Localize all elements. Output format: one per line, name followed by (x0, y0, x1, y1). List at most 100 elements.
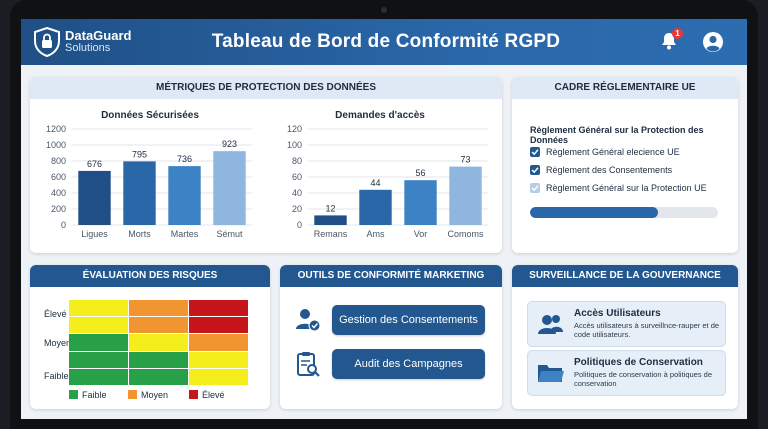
camera-dot (381, 7, 387, 13)
brand-subtitle: Solutions (65, 42, 111, 54)
bar-value-label: 73 (460, 155, 470, 165)
governance-card-title: SURVEILLANCE DE LA GOUVERNANCE (512, 265, 738, 287)
bar-value-label: 736 (177, 154, 192, 164)
legend-swatch (69, 390, 78, 400)
retention-policy-panel[interactable]: Politiques de Conservation Politiques de… (527, 350, 726, 396)
compliance-progress-bar (530, 207, 718, 218)
regulation-item-label: Règlement des Consentements (546, 165, 673, 175)
risk-cell (129, 317, 188, 334)
bar (449, 166, 482, 225)
governance-card: SURVEILLANCE DE LA GOUVERNANCE Accès Uti… (512, 265, 738, 409)
risk-cell (69, 351, 128, 368)
y-tick-label: 600 (51, 172, 66, 182)
progress-fill (530, 207, 658, 218)
risk-cell (129, 334, 188, 351)
risk-card-title: ÉVALUATION DES RISQUES (30, 265, 270, 287)
legend-swatch (189, 390, 198, 400)
x-tick-label: Comoms (447, 229, 484, 239)
x-tick-label: Vor (414, 229, 428, 239)
folder-icon (538, 365, 564, 382)
legend-label: Moyen (141, 390, 169, 400)
regulation-item-label: Règlement Général elecience UE (546, 147, 680, 157)
user-check-icon (296, 309, 321, 332)
regulation-heading: Règlement Général sur la Protection des … (530, 125, 704, 145)
y-tick-label: 0 (297, 220, 302, 230)
legend-swatch (128, 390, 137, 400)
risk-cell (69, 334, 128, 351)
bar (78, 170, 111, 225)
checkbox-icon[interactable] (530, 146, 540, 157)
y-tick-label: 0 (61, 220, 66, 230)
legend-label: Faible (82, 390, 107, 400)
campaign-audit-button[interactable]: Audit des Campagnes (332, 349, 485, 379)
y-tick-label: 80 (292, 156, 302, 166)
page-title: Tableau de Bord de Conformité RGPD (211, 31, 561, 52)
checkbox-icon[interactable] (530, 164, 540, 175)
risk-cell (189, 317, 248, 334)
users-icon (538, 315, 563, 334)
regulatory-card-title: CADRE RÉGLEMENTAIRE UE (512, 77, 738, 99)
x-tick-label: Remans (314, 229, 348, 239)
checkbox-icon[interactable] (530, 182, 540, 193)
brand-name: DataGuard (65, 28, 132, 43)
notification-badge: 1 (672, 28, 683, 39)
bar-value-label: 44 (370, 178, 380, 188)
bar-value-label: 795 (132, 149, 147, 159)
risk-matrix (69, 300, 249, 386)
chart-title-access-requests: Demandes d'accès (335, 110, 425, 121)
y-tick-label: 1200 (46, 124, 66, 134)
legend-item-medium: Moyen (128, 390, 168, 400)
risk-cell (69, 300, 128, 317)
secured-data-chart: 0 200 400 600 800 1000 1200 676 Ligues 795 Morts 73… (46, 124, 252, 239)
consent-management-button[interactable]: Gestion des Consentements (332, 305, 485, 335)
marketing-card-title: OUTILS DE CONFORMITÉ MARKETING (280, 265, 502, 287)
chart-title-secured-data: Données Sécurisées (101, 110, 199, 121)
y-tick-label: 100 (287, 140, 302, 150)
risk-cell (189, 300, 248, 317)
metrics-card: MÉTRIQUES DE PROTECTION DES DONNÉES Donn… (30, 77, 502, 253)
legend-item-low: Faible (69, 390, 107, 400)
user-access-description: Accès utilisateurs à surveillnce-rauper … (574, 321, 720, 339)
user-access-title: Accès Utilisateurs (574, 308, 661, 319)
x-tick-label: Morts (128, 229, 151, 239)
dashboard-screen: DataGuard Solutions Tableau de Bord de C… (21, 19, 747, 419)
user-access-panel[interactable]: Accès Utilisateurs Accès utilisateurs à … (527, 301, 726, 347)
bar-value-label: 12 (325, 203, 335, 213)
risk-cell (189, 351, 248, 368)
access-requests-chart: 0 20 40 60 80 100 120 12 Remans 44 Ams 56 Vor 73 Comom… (287, 124, 488, 239)
y-tick-label: 20 (292, 204, 302, 214)
risk-row-label: Moyen (44, 338, 72, 348)
risk-cell (129, 300, 188, 317)
bar (213, 151, 246, 225)
regulation-item[interactable]: Règlement Général elecience UE (530, 145, 680, 159)
y-tick-label: 120 (287, 124, 302, 134)
x-tick-label: Ams (367, 229, 386, 239)
retention-policy-title: Politiques de Conservation (574, 357, 703, 368)
regulation-item[interactable]: Règlement des Consentements (530, 163, 672, 177)
risk-cell (129, 368, 188, 385)
regulation-item[interactable]: Règlement Général sur la Protection UE (530, 181, 707, 195)
legend-item-high: Élevé (189, 390, 225, 400)
metrics-card-title: MÉTRIQUES DE PROTECTION DES DONNÉES (30, 77, 502, 99)
clipboard-search-icon (297, 352, 320, 377)
legend-label: Élevé (202, 390, 225, 400)
bar (123, 161, 156, 225)
retention-policy-description: Politiques de conservation à politiques … (574, 370, 713, 388)
bar-value-label: 56 (415, 168, 425, 178)
marketing-card: OUTILS DE CONFORMITÉ MARKETING Gestion d… (280, 265, 502, 409)
regulatory-card: CADRE RÉGLEMENTAIRE UE Règlement Général… (512, 77, 738, 253)
bar (404, 180, 437, 225)
regulation-item-label: Règlement Général sur la Protection UE (546, 183, 707, 193)
bar (359, 189, 392, 225)
bar (314, 215, 347, 225)
risk-cell (189, 368, 248, 385)
risk-card: ÉVALUATION DES RISQUES Élevé Moyen Faibl… (30, 265, 270, 409)
risk-row-label: Élevé (44, 309, 67, 319)
risk-cell (189, 334, 248, 351)
bar-value-label: 923 (222, 139, 237, 149)
user-circle-icon[interactable] (702, 31, 724, 53)
y-tick-label: 800 (51, 156, 66, 166)
x-tick-label: Sémut (216, 229, 243, 239)
risk-row-label: Faible (44, 371, 69, 381)
shield-lock-icon (34, 27, 60, 57)
